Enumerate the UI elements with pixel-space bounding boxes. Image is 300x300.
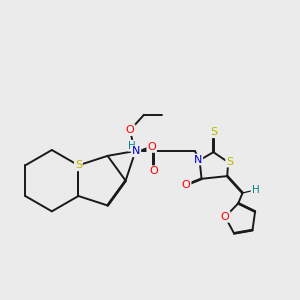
Text: O: O xyxy=(182,180,190,190)
Text: O: O xyxy=(126,125,135,135)
Text: O: O xyxy=(149,166,158,176)
Text: S: S xyxy=(210,127,217,137)
Text: N: N xyxy=(194,154,202,164)
Text: N: N xyxy=(132,146,140,156)
Text: S: S xyxy=(75,160,82,170)
Text: H: H xyxy=(252,185,259,195)
Text: S: S xyxy=(226,157,233,166)
Text: O: O xyxy=(147,142,156,152)
Text: O: O xyxy=(221,212,230,222)
Text: H: H xyxy=(128,141,136,151)
